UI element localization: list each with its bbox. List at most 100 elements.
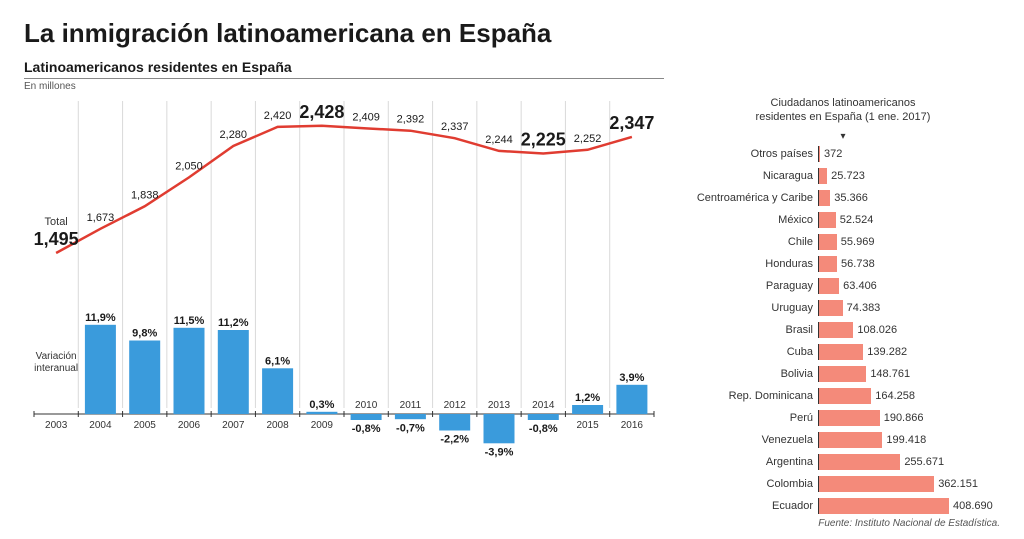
hbar-track: 362.151 <box>818 476 998 492</box>
variation-label: 11,9% <box>85 312 116 324</box>
year-label: 2005 <box>134 420 157 431</box>
hbar-row: Chile 55.969 <box>688 232 998 253</box>
hbar-title: Ciudadanos latinoamericanosresidentes en… <box>688 96 998 125</box>
page-title: La inmigración latinoamericana en España <box>24 18 1000 49</box>
variation-label: 3,9% <box>619 372 644 384</box>
variation-label: -0,7% <box>396 422 425 434</box>
chart-subtitle: Latinoamericanos residentes en España <box>24 59 664 79</box>
hbar-fill: 362.151 <box>819 476 934 492</box>
hbar-label: México <box>688 214 818 226</box>
hbar-fill: 74.383 <box>819 300 843 316</box>
line-bar-chart: 1,4951,6731,8382,0502,2802,4202,4282,409… <box>24 96 664 516</box>
hbar-track: 408.690 <box>818 498 998 514</box>
hbar-row: Nicaragua25.723 <box>688 166 998 187</box>
main-area: 1,4951,6731,8382,0502,2802,4202,4282,409… <box>24 96 1000 516</box>
hbar-row: Cuba139.282 <box>688 342 998 363</box>
variation-label: -3,9% <box>485 446 514 458</box>
variation-bar <box>85 325 116 414</box>
total-value-label: 1,838 <box>131 189 159 201</box>
year-label: 2015 <box>576 420 599 431</box>
hbar-track: 63.406 <box>818 278 998 294</box>
hbar-track: 190.866 <box>818 410 998 426</box>
total-value-label: 2,252 <box>574 133 602 145</box>
variation-bar <box>218 330 249 414</box>
hbar-label: Honduras <box>688 258 818 270</box>
total-value-label: 2,409 <box>352 111 380 123</box>
hbar-value: 190.866 <box>880 412 924 424</box>
variation-label: -2,2% <box>440 434 469 446</box>
year-label: 2012 <box>444 400 467 411</box>
hbar-value: 63.406 <box>839 280 877 292</box>
hbar-label: Brasil <box>688 324 818 336</box>
hbar-value: 55.969 <box>837 236 875 248</box>
hbar-track: 255.671 <box>818 454 998 470</box>
hbar-fill: 164.258 <box>819 388 871 404</box>
hbar-row: Venezuela 199.418 <box>688 430 998 451</box>
hbar-value: 74.383 <box>843 302 881 314</box>
variation-word-label: interanual <box>34 363 78 374</box>
hbar-row: Paraguay 63.406 <box>688 276 998 297</box>
variation-label: -0,8% <box>352 423 381 435</box>
variation-label: -0,8% <box>529 423 558 435</box>
hbar-chart: Ciudadanos latinoamericanosresidentes en… <box>688 96 998 516</box>
total-value-label: 1,673 <box>87 212 115 224</box>
hbar-fill: 35.366 <box>819 190 830 206</box>
hbar-track: 52.524 <box>818 212 998 228</box>
hbar-label: Ecuador <box>688 500 818 512</box>
hbar-track: 55.969 <box>818 234 998 250</box>
hbar-row: Perú190.866 <box>688 408 998 429</box>
hbar-row: Argentina255.671 <box>688 452 998 473</box>
hbar-label: Paraguay <box>688 280 818 292</box>
hbar-label: Argentina <box>688 456 818 468</box>
hbar-fill: 408.690 <box>819 498 949 514</box>
hbar-label: Chile <box>688 236 818 248</box>
hbar-track: 139.282 <box>818 344 998 360</box>
year-label: 2009 <box>311 420 334 431</box>
hbar-track: 164.258 <box>818 388 998 404</box>
arrow-down-icon: ▾ <box>688 131 998 142</box>
total-value-label: 2,420 <box>264 110 292 122</box>
hbar-fill: 148.761 <box>819 366 866 382</box>
total-value-label: 2,347 <box>609 113 654 133</box>
hbar-row: Bolivia148.761 <box>688 364 998 385</box>
hbar-track: 372 <box>818 146 998 162</box>
unit-label: En millones <box>24 81 1000 92</box>
variation-label: 0,3% <box>309 399 334 411</box>
year-label: 2013 <box>488 400 511 411</box>
variation-bar <box>174 328 205 414</box>
hbar-value: 56.738 <box>837 258 875 270</box>
variation-bar <box>262 368 293 414</box>
total-word-label: Total <box>45 216 68 228</box>
total-value-label: 2,225 <box>521 130 566 150</box>
hbar-value: 408.690 <box>949 500 993 512</box>
hbar-row: Rep. Dominicana164.258 <box>688 386 998 407</box>
hbar-value: 372 <box>820 148 842 160</box>
hbar-fill: 190.866 <box>819 410 880 426</box>
variation-bar <box>616 385 647 414</box>
variation-label: 6,1% <box>265 355 290 367</box>
hbar-row: Honduras 56.738 <box>688 254 998 275</box>
hbar-value: 362.151 <box>934 478 978 490</box>
hbar-value: 108.026 <box>853 324 897 336</box>
hbar-fill: 255.671 <box>819 454 900 470</box>
year-label: 2016 <box>621 420 644 431</box>
variation-word-label: Variación <box>36 351 77 362</box>
hbar-track: 74.383 <box>818 300 998 316</box>
variation-bar <box>439 414 470 431</box>
hbar-label: Centroamérica y Caribe <box>688 192 818 204</box>
hbar-value: 199.418 <box>882 434 926 446</box>
year-label: 2004 <box>89 420 112 431</box>
variation-label: 11,2% <box>218 317 249 329</box>
hbar-fill: 108.026 <box>819 322 853 338</box>
hbar-track: 35.366 <box>818 190 998 206</box>
year-label: 2010 <box>355 400 378 411</box>
hbar-row: Ecuador408.690 <box>688 496 998 517</box>
hbar-fill: 372 <box>819 146 820 162</box>
hbar-track: 56.738 <box>818 256 998 272</box>
year-label: 2006 <box>178 420 201 431</box>
hbar-row: México52.524 <box>688 210 998 231</box>
hbar-track: 199.418 <box>818 432 998 448</box>
hbar-row: Uruguay74.383 <box>688 298 998 319</box>
source-label: Fuente: Instituto Nacional de Estadístic… <box>818 518 1000 529</box>
hbar-label: Venezuela <box>688 434 818 446</box>
